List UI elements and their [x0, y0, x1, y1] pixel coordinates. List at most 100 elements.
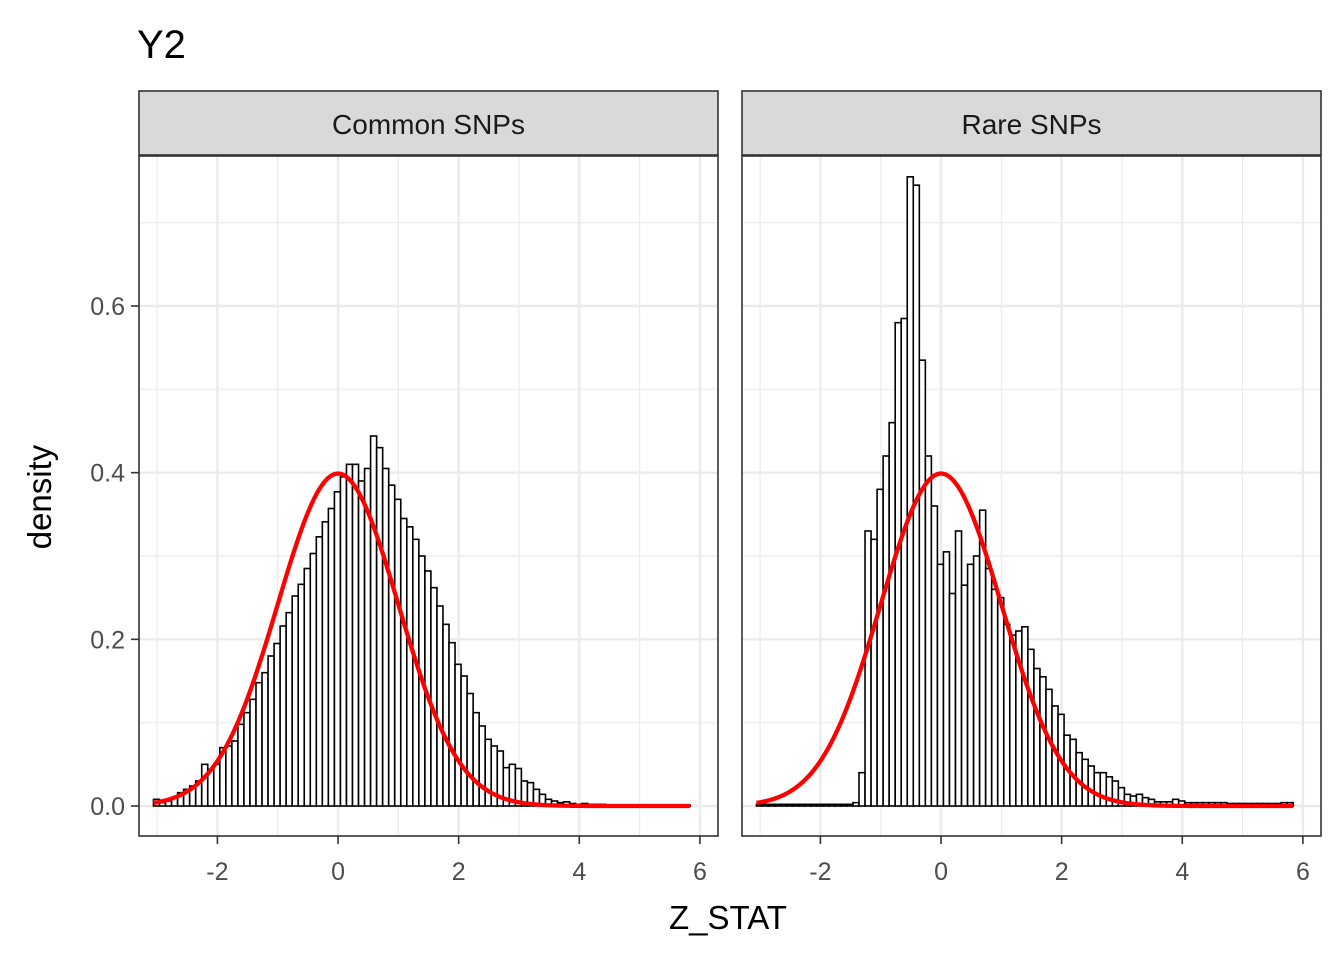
histogram-bar — [327, 507, 336, 807]
histogram-bar — [791, 803, 800, 807]
panel-2: Rare SNPs -2 0 2 4 6 — [741, 90, 1322, 886]
y-tick-label: 0.6 — [90, 293, 125, 321]
histogram-bar — [942, 551, 951, 807]
y-tick-label: 0.0 — [90, 793, 125, 821]
histogram-bar — [285, 611, 293, 807]
x-tick-label: 2 — [1055, 858, 1069, 886]
histogram-bar — [996, 596, 1005, 807]
histogram-bar — [809, 803, 818, 807]
histogram-bar — [454, 663, 462, 807]
histogram-bar — [990, 588, 999, 807]
histogram-bar — [840, 803, 848, 807]
histogram-bar — [1045, 688, 1053, 807]
facet-strip — [138, 90, 719, 156]
histogram-bar — [249, 698, 257, 807]
histogram-bar — [936, 563, 945, 807]
histogram-bar — [924, 455, 933, 807]
facet-panels: Common SNPs -2 0 2 4 6 0.0 0.2 0.4 0.6 Rare SNPs -2… — [90, 90, 1322, 886]
panel-border — [741, 155, 1322, 837]
histogram-bar — [828, 803, 836, 807]
histogram-bar — [882, 455, 890, 807]
histogram-bar — [351, 463, 360, 807]
histogram-bar — [303, 567, 312, 807]
histogram-bar — [960, 584, 969, 807]
histogram-bar — [1021, 626, 1029, 807]
histogram-bar — [231, 740, 239, 807]
histogram-bar — [297, 583, 306, 807]
histogram-bar — [261, 671, 269, 807]
histogram-bar — [876, 488, 884, 807]
histogram-bar — [906, 176, 915, 807]
histogram-bar — [369, 435, 378, 807]
histogram-bar — [1087, 765, 1096, 807]
histogram-bar — [954, 530, 963, 807]
histogram-bar — [267, 655, 275, 807]
histogram-bar — [966, 563, 975, 807]
y-axis-title: density — [21, 444, 58, 549]
histogram-bar — [894, 321, 903, 807]
histogram-bar — [815, 803, 824, 807]
normal-density-curve — [153, 471, 691, 809]
histogram-bar — [333, 491, 342, 807]
histogram-bar — [375, 446, 384, 807]
histogram-bar — [315, 536, 324, 807]
x-tick-label: 4 — [1175, 858, 1189, 886]
histogram-bar — [387, 484, 396, 807]
histogram-bar — [767, 803, 776, 807]
histogram-bar — [466, 692, 474, 807]
histogram-bar — [1099, 771, 1108, 807]
x-tick-label: 0 — [934, 858, 948, 886]
histogram-bar — [279, 625, 287, 807]
normal-density-curve — [756, 471, 1294, 809]
histogram-bar — [237, 723, 245, 807]
histogram-bar — [1008, 634, 1017, 807]
x-tick-label: 6 — [1296, 858, 1310, 886]
histogram-bar — [1033, 667, 1041, 807]
histogram-bar — [460, 675, 468, 807]
histogram-bar — [255, 681, 263, 807]
histogram-bar — [430, 586, 438, 807]
histogram-bar — [846, 803, 854, 807]
facet-strip-label: Rare SNPs — [961, 109, 1101, 140]
histogram-bar — [478, 725, 486, 807]
histogram-bar — [225, 745, 233, 807]
histogram-bar — [212, 763, 221, 807]
histogram-bar — [1027, 648, 1035, 807]
y-tick-label: 0.2 — [90, 626, 125, 654]
y-tick-label: 0.4 — [90, 460, 125, 488]
histogram-bar — [803, 803, 812, 807]
histogram-bar — [243, 711, 251, 807]
panel-border — [138, 155, 719, 837]
histogram-bar — [779, 803, 788, 807]
histogram-bar — [918, 359, 927, 807]
histogram-bar — [870, 538, 878, 807]
histogram-bar — [321, 521, 330, 807]
facet-strip-label: Common SNPs — [332, 109, 525, 140]
histogram-bar — [472, 711, 480, 807]
histogram-bar — [858, 771, 866, 807]
plot-title: Y2 — [137, 23, 186, 67]
histogram-bar — [393, 498, 402, 807]
histogram-bar — [345, 463, 354, 807]
histogram-bar — [405, 526, 414, 807]
histogram-bar — [797, 803, 806, 807]
histogram-bar — [852, 801, 860, 807]
x-axis-title: Z_STAT — [669, 899, 787, 936]
panel-1: Common SNPs -2 0 2 4 6 0.0 0.2 0.4 0.6 — [90, 90, 719, 886]
histogram-bar — [761, 803, 770, 807]
histogram-bar — [200, 763, 209, 807]
histogram-bar — [785, 803, 794, 807]
histogram-bar — [357, 480, 366, 807]
histogram-bar — [930, 505, 939, 807]
histogram-bar — [442, 623, 450, 807]
histogram-bar — [822, 803, 830, 807]
histogram-bar — [436, 605, 444, 807]
x-tick-label: -2 — [206, 858, 228, 886]
histogram-bar — [834, 803, 842, 807]
histogram-bar — [972, 555, 981, 807]
histogram-bar — [273, 642, 281, 807]
histogram-bar — [773, 803, 782, 807]
histogram-bar — [948, 592, 957, 807]
x-tick-label: 4 — [572, 858, 586, 886]
